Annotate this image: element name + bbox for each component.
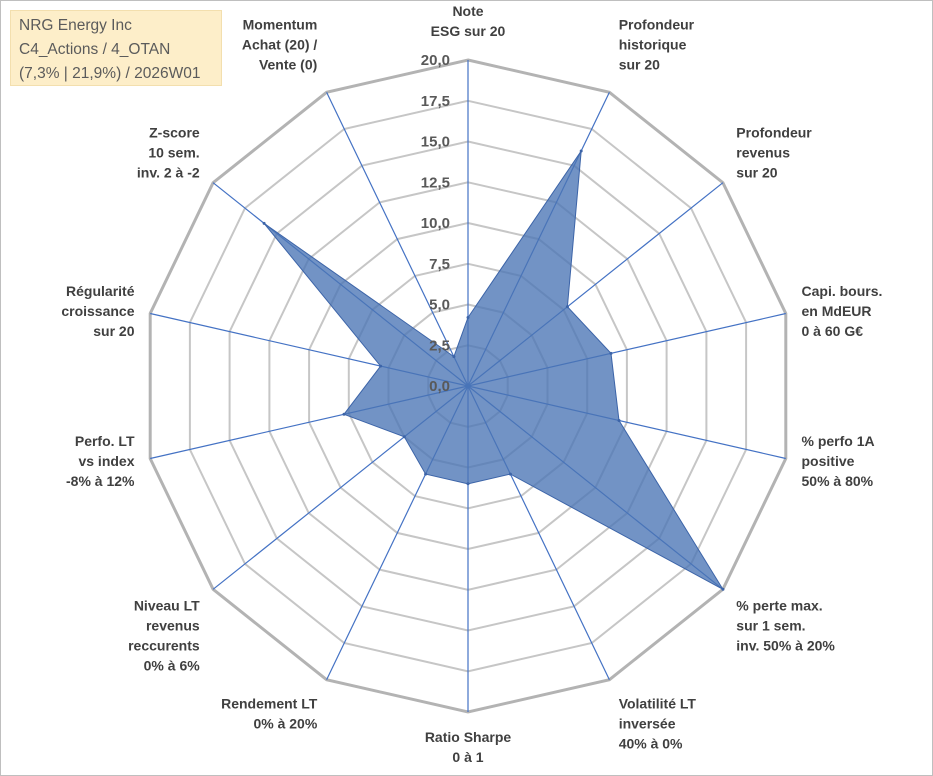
axis-label-line: 0 à 1 xyxy=(452,749,483,765)
axis-label-line: Note xyxy=(452,3,483,19)
data-point xyxy=(452,355,456,359)
title-line: (7,3% | 21,9%) / 2026W01 xyxy=(19,65,201,82)
tick-label: 5,0 xyxy=(429,297,450,314)
axis-label-line: Perfo. LT xyxy=(75,433,135,449)
axis-label-line: 0% à 20% xyxy=(253,716,317,732)
axis-label-line: 50% à 80% xyxy=(802,473,874,489)
axis-label: Perfo. LT vs index -8% à 12% xyxy=(66,433,135,489)
axis-label-line: inv. 2 à -2 xyxy=(137,164,200,180)
axis-label-line: ESG sur 20 xyxy=(431,23,506,39)
tick-label: 7,5 xyxy=(429,256,450,273)
axis-label-line: 40% à 0% xyxy=(619,736,683,752)
axis-label: Momentum Achat (20) / Vente (0) xyxy=(242,17,318,73)
data-point xyxy=(617,419,621,422)
axis-label-line: positive xyxy=(802,453,855,469)
axis-spoke xyxy=(326,92,469,387)
axis-label-line: Régularité xyxy=(66,283,135,299)
axis-label-line: sur 20 xyxy=(736,164,777,180)
axis-label-line: % perfo 1A xyxy=(802,433,875,449)
axis-label-line: % perte max. xyxy=(736,598,822,614)
data-point xyxy=(342,412,346,416)
tick-label: 0,0 xyxy=(429,378,450,395)
axis-label-line: inv. 50% à 20% xyxy=(736,638,835,654)
data-point xyxy=(609,351,613,355)
axis-label-line: Profondeur xyxy=(619,17,695,33)
data-point xyxy=(466,482,470,486)
tick-label: 10,0 xyxy=(421,215,450,232)
axis-label-line: sur 20 xyxy=(93,323,134,339)
data-point xyxy=(721,587,725,591)
axis-label-line: Z-score xyxy=(149,124,200,140)
axis-label-line: Capi. bours. xyxy=(802,283,883,299)
axis-label: Niveau LT revenus reccurents 0% à 6% xyxy=(128,598,200,674)
axis-label: Régularité croissance sur 20 xyxy=(61,283,134,339)
data-point xyxy=(508,472,512,476)
data-series-area xyxy=(263,149,725,591)
title-line: NRG Energy Inc xyxy=(19,17,132,34)
axis-label-line: Profondeur xyxy=(736,124,812,140)
axis-label-line: revenus xyxy=(146,618,200,634)
axis-label-line: Volatilité LT xyxy=(619,696,697,712)
axis-label: Profondeur revenus sur 20 xyxy=(736,124,812,180)
axis-label-line: sur 20 xyxy=(619,57,660,73)
axis-label-line: Ratio Sharpe xyxy=(425,729,512,745)
chart-title-box: NRG Energy Inc C4_Actions / 4_OTAN (7,3%… xyxy=(10,10,222,86)
data-point xyxy=(579,149,583,153)
axis-label-line: reccurents xyxy=(128,638,200,654)
axis-label: Note ESG sur 20 xyxy=(431,3,506,39)
axis-label: Profondeur historique sur 20 xyxy=(619,17,695,73)
axis-label: Volatilité LT inversée 40% à 0% xyxy=(619,696,697,752)
axis-label-line: vs index xyxy=(78,453,134,469)
data-point xyxy=(424,472,428,476)
axis-label: % perte max. sur 1 sem. inv. 50% à 20% xyxy=(736,598,835,654)
data-point xyxy=(379,364,383,368)
axis-label-line: croissance xyxy=(61,303,134,319)
axis-label-line: 0% à 6% xyxy=(144,658,201,674)
axis-label: Rendement LT 0% à 20% xyxy=(221,696,318,732)
tick-label: 12,5 xyxy=(421,174,450,191)
tick-label: 20,0 xyxy=(421,52,450,69)
axis-label: Z-score 10 sem. inv. 2 à -2 xyxy=(137,124,200,180)
axis-label-line: Vente (0) xyxy=(259,57,317,73)
axis-label-line: sur 1 sem. xyxy=(736,618,805,634)
axis-label: % perfo 1A positive 50% à 80% xyxy=(802,433,875,489)
axis-label: Ratio Sharpe 0 à 1 xyxy=(425,729,512,765)
axis-label: Capi. bours. en MdEUR 0 à 60 G€ xyxy=(802,283,883,339)
tick-label: 2,5 xyxy=(429,337,450,354)
axis-label-line: historique xyxy=(619,37,687,53)
data-point xyxy=(565,305,569,309)
data-point xyxy=(402,435,406,439)
axis-label-line: revenus xyxy=(736,144,790,160)
title-line: C4_Actions / 4_OTAN xyxy=(19,41,171,58)
data-point xyxy=(262,221,266,225)
axis-label-line: 0 à 60 G€ xyxy=(802,323,864,339)
tick-label: 15,0 xyxy=(421,134,450,151)
axis-label-line: Rendement LT xyxy=(221,696,318,712)
axis-label-line: -8% à 12% xyxy=(66,473,135,489)
axis-label-line: Niveau LT xyxy=(134,598,200,614)
axis-label-line: en MdEUR xyxy=(802,303,872,319)
axis-label-line: Achat (20) / xyxy=(242,37,318,53)
axis-label-line: Momentum xyxy=(243,17,318,33)
tick-label: 17,5 xyxy=(421,93,450,110)
axis-label-line: 10 sem. xyxy=(148,144,199,160)
axis-label-line: inversée xyxy=(619,716,676,732)
data-point xyxy=(466,316,470,319)
